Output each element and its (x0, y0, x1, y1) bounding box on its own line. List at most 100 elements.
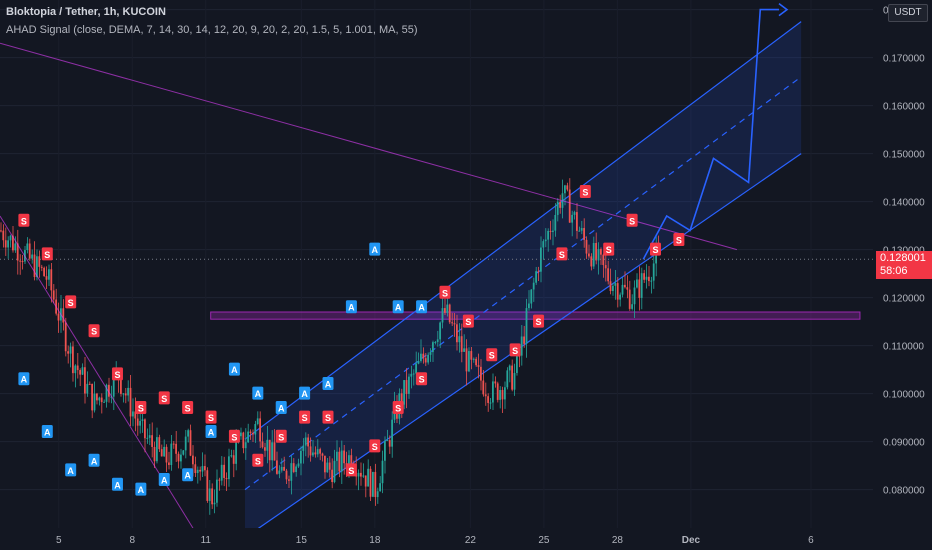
candle-body (583, 228, 585, 240)
sell-signal-marker: S (158, 391, 170, 405)
candle-body (307, 437, 309, 447)
candle-body (26, 243, 29, 251)
candle-body (537, 271, 540, 273)
candle-body (448, 304, 451, 323)
candle-body (199, 469, 201, 472)
candle-body (252, 432, 254, 435)
buy-signal-marker: A (275, 401, 287, 414)
candle-body (571, 214, 573, 223)
sell-signal-marker-bg (158, 391, 170, 405)
candle-body (139, 420, 141, 426)
sell-signal-marker-bg (228, 429, 240, 443)
buy-signal-marker-label: A (348, 303, 355, 313)
candle-body (2, 230, 5, 241)
price-tick-label: 0.140000 (883, 198, 925, 209)
candle-body (129, 387, 132, 417)
buy-signal-marker: A (228, 362, 240, 376)
candle-body (110, 396, 113, 398)
sell-signal-marker-bg (509, 343, 521, 357)
time-tick-label: 8 (130, 535, 136, 546)
candle-body (180, 454, 182, 462)
candle-body (136, 418, 139, 426)
candle-body (98, 397, 101, 401)
candle-body (463, 348, 465, 352)
buy-signal-marker-label: A (395, 303, 402, 313)
candle-body (453, 323, 456, 325)
price-tick-label: 0.100000 (883, 390, 925, 401)
buy-signal-marker-label: A (114, 480, 121, 490)
projection-arrow (778, 2, 789, 17)
sell-signal-marker-bg (439, 285, 451, 299)
candle-body (650, 280, 653, 282)
candle-body (465, 348, 468, 372)
candle-body (64, 322, 67, 352)
sell-signal-marker-label: S (536, 317, 542, 327)
candle-body (585, 239, 588, 254)
buy-signal-marker: A (392, 300, 404, 314)
candle-body (268, 439, 271, 461)
sell-signal-marker: S (462, 314, 474, 328)
candle-body (614, 283, 617, 286)
candle-body (410, 373, 413, 377)
candle-body (436, 339, 439, 342)
candle-body (62, 308, 65, 323)
indicator-legend[interactable]: AHAD Signal (close, DEMA, 7, 14, 30, 14,… (6, 24, 418, 36)
candle-body (576, 212, 578, 231)
sell-signal-marker-label: S (372, 442, 378, 452)
buy-signal-marker: A (65, 463, 77, 477)
sell-signal-marker-label: S (442, 288, 448, 298)
currency-label[interactable]: USDT (888, 4, 928, 22)
candle-body (122, 393, 125, 395)
candle-body (633, 287, 636, 305)
sell-signal-marker-bg (299, 410, 311, 424)
buy-signal-marker: A (88, 453, 100, 467)
candle-body (415, 363, 417, 374)
buy-signal-marker: A (252, 386, 264, 400)
candle-body (232, 455, 235, 464)
candle-body (283, 466, 285, 471)
candle-body (386, 440, 389, 442)
buy-signal-marker-label: A (91, 456, 98, 466)
candle-body (295, 466, 297, 472)
candle-body (360, 472, 362, 477)
candle-body (472, 358, 475, 360)
buy-signal-marker-label: A (44, 428, 51, 438)
sell-signal-marker-label: S (208, 413, 214, 423)
candle-body (276, 460, 278, 474)
sell-signal-marker: S (205, 410, 217, 424)
buy-signal-marker-label: A (301, 389, 308, 399)
last-price-tag: 0.128001 58:06 (876, 251, 932, 280)
candle-body (7, 240, 9, 248)
candle-body (314, 452, 317, 455)
sell-signal-marker-label: S (629, 216, 635, 226)
candle-body (525, 308, 528, 344)
sell-signal-marker: S (486, 348, 498, 362)
candle-body (369, 468, 372, 497)
price-tick-label: 0.090000 (883, 438, 925, 449)
candle-body (280, 466, 283, 471)
buy-signal-marker-bg (18, 372, 30, 386)
candle-body (256, 418, 259, 424)
candle-body (189, 430, 192, 456)
candle-body (484, 394, 487, 397)
candle-body (14, 243, 17, 251)
sell-signal-marker-bg (322, 410, 334, 424)
sell-signal-marker-bg (650, 242, 661, 256)
sell-signal-marker: S (556, 247, 568, 261)
price-tick-label: 0.080000 (883, 486, 925, 497)
candle-body (338, 451, 341, 472)
candle-body (69, 346, 72, 354)
candle-body (228, 456, 230, 480)
candle-body (213, 502, 216, 505)
candle-body (566, 185, 569, 190)
sell-signal-marker-bg (252, 453, 264, 467)
candle-body (38, 256, 41, 267)
candle-body (297, 463, 300, 467)
buy-signal-marker: A (135, 482, 147, 496)
candle-body (151, 435, 153, 447)
candle-body (285, 470, 288, 480)
time-tick-label: 25 (538, 535, 550, 546)
candle-body (160, 449, 163, 457)
sell-signal-marker: S (345, 463, 357, 477)
